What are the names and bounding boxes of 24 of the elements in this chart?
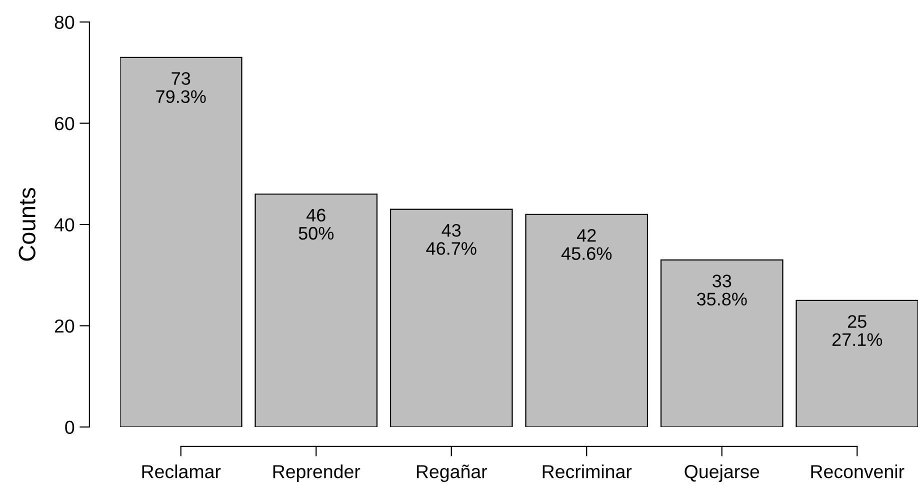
x-tick-label: Recriminar xyxy=(542,464,632,478)
data-label: 33 35.8% xyxy=(696,274,747,306)
y-tick-label: 60 xyxy=(54,116,74,130)
x-tick-label: Reprender xyxy=(273,464,360,482)
data-label: 43 46.7% xyxy=(426,224,476,255)
bar xyxy=(120,56,242,427)
bar xyxy=(796,300,918,427)
bar xyxy=(254,194,378,427)
y-tick-label: 80 xyxy=(54,16,74,29)
data-label: 46 50% xyxy=(298,208,334,240)
x-tick-label: Quejarse xyxy=(684,464,760,482)
x-tick-label: Reclamar xyxy=(142,464,221,478)
x-tick-label: Regañar xyxy=(416,464,488,482)
y-axis-title: Counts xyxy=(18,188,36,261)
y-tick-label: 20 xyxy=(54,319,74,333)
y-tick-label: 40 xyxy=(54,218,74,232)
bar xyxy=(525,214,648,427)
data-label: 73 79.3% xyxy=(156,72,206,104)
x-tick-label: Reconvenir xyxy=(811,464,904,478)
data-label: 25 27.1% xyxy=(832,315,882,346)
y-tick-label: 0 xyxy=(65,420,74,434)
bar xyxy=(390,208,513,427)
bar xyxy=(660,259,784,427)
data-label: 42 45.6% xyxy=(561,229,612,260)
